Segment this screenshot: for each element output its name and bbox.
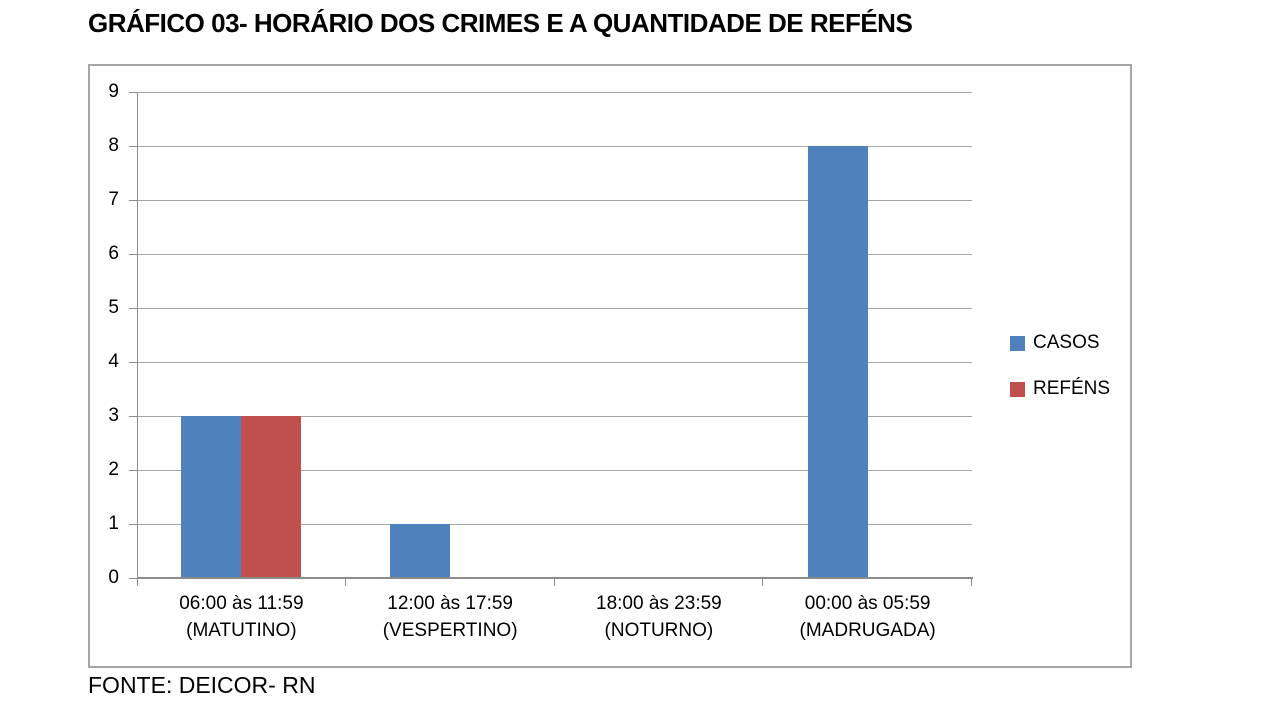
y-axis-tick-2: [129, 470, 137, 471]
x-axis-label-1: 12:00 às 17:59 (VESPERTINO): [345, 590, 555, 644]
gridline-3: [137, 416, 972, 417]
y-axis-label-1: 1: [108, 513, 119, 534]
bar-casos-3: [807, 146, 868, 578]
y-axis-tick-7: [129, 200, 137, 201]
legend-swatch-icon: [1010, 335, 1025, 351]
gridline-4: [137, 362, 972, 363]
y-axis-tick-4: [129, 362, 137, 363]
legend-swatch-icon: [1010, 381, 1025, 397]
x-axis-label-line2: (MADRUGADA): [799, 620, 936, 641]
y-axis-label-8: 8: [108, 135, 119, 156]
gridline-7: [137, 200, 972, 201]
x-axis-tick-3: [762, 578, 764, 586]
y-axis-label-9: 9: [108, 81, 119, 102]
gridline-9: [137, 92, 972, 93]
x-axis-label-2: 18:00 às 23:59 (NOTURNO): [554, 590, 764, 644]
chart-frame: 0 1 2 3 4 5 6 7 8 9 06:00 às 11:59 (MATUTINO) 12:00 …: [88, 64, 1132, 668]
gridline-2: [137, 470, 972, 471]
y-axis-tick-1: [129, 524, 137, 525]
y-axis-tick-3: [129, 416, 137, 417]
legend: CASOS REFÉNS: [1010, 332, 1110, 424]
bar-casos-1: [390, 524, 451, 578]
x-axis-label-0: 06:00 às 11:59 (MATUTINO): [136, 590, 346, 644]
gridline-1: [137, 524, 972, 525]
legend-label: REFÉNS: [1033, 378, 1111, 399]
x-axis-line: [137, 577, 973, 579]
y-axis-label-0: 0: [108, 567, 119, 588]
plot-area: 0 1 2 3 4 5 6 7 8 9 06:00 às 11:59 (MATUTINO) 12:00 …: [108, 82, 973, 641]
legend-entry-reféns: REFÉNS: [1010, 378, 1110, 400]
legend-label: CASOS: [1033, 332, 1100, 353]
legend-entry-casos: CASOS: [1010, 332, 1110, 354]
source-note: FONTE: DEICOR- RN: [88, 672, 316, 698]
y-axis-label-3: 3: [108, 405, 119, 426]
y-axis-tick-9: [129, 92, 137, 93]
y-axis-label-2: 2: [108, 459, 119, 480]
x-axis-label-line2: (NOTURNO): [604, 620, 714, 641]
y-axis-tick-6: [129, 254, 137, 255]
x-axis-label-3: 00:00 às 05:59 (MADRUGADA): [763, 590, 973, 644]
y-axis-label-7: 7: [108, 189, 119, 210]
x-axis-label-line1: 06:00 às 11:59: [179, 593, 304, 614]
x-axis-tick-1: [344, 578, 346, 586]
x-axis-label-line1: 18:00 às 23:59: [596, 593, 722, 614]
x-axis-label-line1: 12:00 às 17:59: [387, 593, 513, 614]
chart-title: GRÁFICO 03- HORÁRIO DOS CRIMES E A QUANT…: [88, 8, 913, 38]
bar-reféns-0: [241, 416, 302, 578]
gridline-6: [137, 254, 972, 255]
y-axis-label-4: 4: [108, 351, 119, 372]
gridline-8: [137, 146, 972, 147]
y-axis-line: [137, 92, 138, 586]
x-axis-label-line2: (MATUTINO): [186, 620, 297, 641]
x-axis-label-line2: (VESPERTINO): [382, 620, 518, 641]
y-axis-label-5: 5: [108, 297, 119, 318]
y-axis-tick-0: [129, 578, 137, 579]
gridline-5: [137, 308, 972, 309]
x-axis-label-line1: 00:00 às 05:59: [804, 593, 931, 614]
x-axis-tick-4: [971, 578, 972, 586]
y-axis-label-6: 6: [108, 243, 119, 264]
x-axis-tick-2: [553, 578, 555, 586]
y-axis-tick-8: [129, 146, 137, 147]
y-axis-tick-5: [129, 308, 137, 309]
bar-casos-0: [181, 416, 242, 578]
